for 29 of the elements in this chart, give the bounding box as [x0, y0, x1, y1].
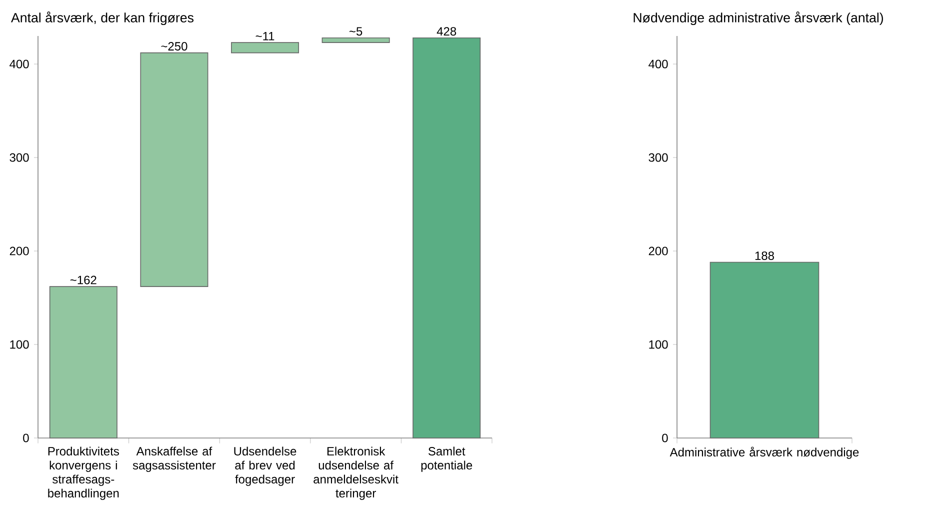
bar	[412, 37, 481, 438]
y-tick-label: 0	[23, 434, 29, 442]
data-label: ~162	[70, 276, 96, 284]
y-tick-label: 100	[10, 340, 29, 349]
x-tick-label: Produktivitets konvergens i straffesags-behandlingen	[48, 446, 119, 500]
x-tick-label: Samlet potentiale	[421, 446, 472, 472]
y-tick-label: 400	[648, 60, 668, 68]
y-tick-label: 200	[10, 246, 29, 256]
bar	[322, 37, 390, 43]
y-tick-label: 100	[649, 340, 668, 349]
y-tick-label: 300	[10, 153, 29, 162]
data-label: 428	[436, 27, 456, 36]
x-tick-label: Elektronisk udsendelse af anmeldelseskvit teringer	[314, 446, 398, 500]
y-tick-label: 200	[648, 246, 668, 256]
data-label: 188	[755, 251, 774, 260]
data-label: ~250	[161, 42, 188, 51]
chart-title: Antal årsværk, der kan frigøres	[11, 12, 194, 26]
y-tick-label: 0	[662, 434, 668, 442]
y-tick-label: 300	[648, 153, 668, 162]
data-label: ~11	[256, 32, 274, 40]
bar	[231, 42, 299, 54]
x-tick-label: Udsendelse af brev ved fogedsager	[234, 446, 296, 486]
x-tick-label: Anskaffelse af sagsassistenter	[132, 446, 216, 472]
bar	[140, 52, 208, 287]
chart-title: Nødvendige administrative årsværk (antal)	[634, 12, 884, 26]
y-tick-label: 400	[10, 60, 29, 68]
bar	[49, 286, 118, 438]
x-tick-label: Administrative årsværk nødvendige	[670, 446, 859, 459]
data-label: ~5	[350, 27, 362, 36]
